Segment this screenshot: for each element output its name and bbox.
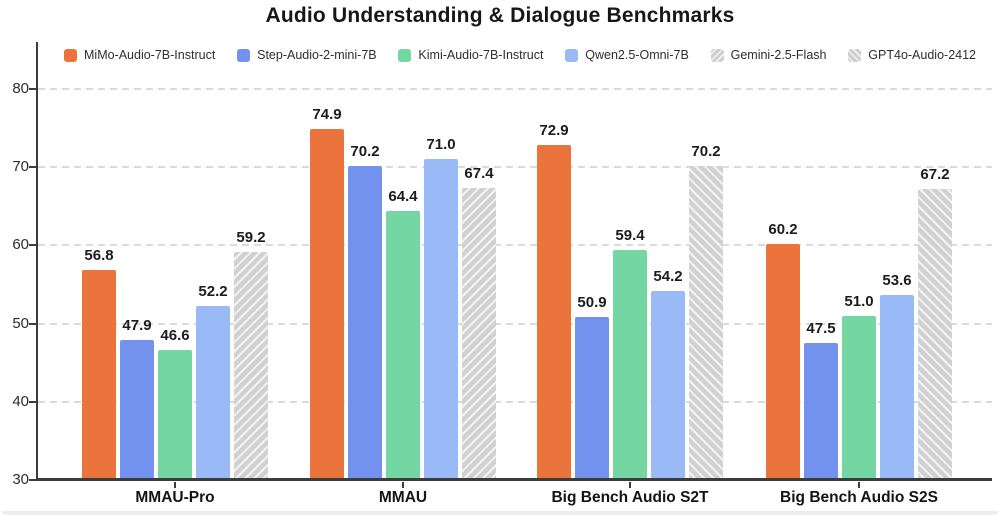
gridline — [38, 400, 992, 403]
y-tick-label: 30 — [12, 471, 29, 488]
bar-value-label: 52.2 — [198, 283, 228, 301]
bar-value-label: 60.2 — [768, 220, 798, 238]
bar — [766, 243, 800, 480]
bar — [918, 189, 952, 480]
y-tick-label: 50 — [12, 314, 29, 332]
legend-swatch — [848, 48, 862, 62]
legend-item: Kimi-Audio-7B-Instruct — [398, 48, 543, 62]
bar-value-label: 71.0 — [426, 136, 456, 154]
bar-value-label: 51.0 — [844, 292, 874, 310]
bar — [613, 250, 647, 480]
window-bottom-edge — [0, 511, 1000, 515]
legend-label: Gemini-2.5-Flash — [730, 48, 827, 62]
bar-value-label: 59.4 — [615, 227, 645, 245]
bar-value-label: 46.6 — [160, 327, 190, 345]
legend-swatch — [710, 48, 724, 62]
bar-value-label: 67.4 — [464, 164, 494, 182]
y-tick — [29, 400, 36, 403]
bar — [880, 295, 914, 480]
bar — [537, 144, 571, 480]
bar — [386, 211, 420, 480]
y-tick — [29, 322, 36, 325]
bar-value-label: 70.2 — [691, 142, 721, 160]
legend-item: GPT4o-Audio-2412 — [848, 48, 976, 62]
x-category-label: Big Bench Audio S2T — [551, 489, 709, 506]
y-tick-label: 80 — [12, 80, 29, 97]
legend-swatch — [565, 48, 579, 62]
bar — [689, 165, 723, 480]
gridline — [38, 88, 992, 90]
bar-value-label: 74.9 — [312, 105, 342, 123]
bar — [234, 251, 268, 480]
bar — [804, 343, 838, 480]
bar — [82, 270, 116, 480]
x-tick — [629, 482, 631, 488]
legend-item: Step-Audio-2-mini-7B — [237, 48, 377, 62]
bar — [842, 315, 876, 480]
bar — [120, 340, 154, 480]
legend-item: Qwen2.5-Omni-7B — [565, 48, 689, 62]
x-category-label: MMAU — [378, 489, 428, 506]
bar-value-label: 56.8 — [84, 247, 114, 265]
bar-value-label: 47.9 — [122, 317, 152, 335]
gridline — [38, 244, 992, 247]
bar — [158, 350, 192, 480]
legend-swatch — [237, 48, 251, 62]
legend-swatch — [398, 48, 412, 62]
y-tick — [29, 88, 36, 90]
legend-label: GPT4o-Audio-2412 — [868, 48, 976, 62]
y-tick — [29, 244, 36, 247]
legend-item: MiMo-Audio-7B-Instruct — [64, 48, 215, 62]
x-tick — [858, 482, 860, 488]
y-tick-label: 70 — [12, 158, 29, 176]
bar — [348, 165, 382, 480]
x-tick — [174, 482, 176, 488]
bar-value-label: 72.9 — [539, 121, 569, 139]
bar-value-label: 67.2 — [920, 166, 950, 184]
legend-swatch — [64, 48, 77, 62]
plot-area: 30 40 50 60 70 80 56.8 47.9 46.6 52.2 59.2 74.9 70.2… — [12, 42, 992, 488]
bar-value-label: 64.4 — [388, 187, 418, 205]
legend: MiMo-Audio-7B-Instruct Step-Audio-2-mini-… — [64, 46, 976, 64]
legend-label: Step-Audio-2-mini-7B — [257, 48, 377, 62]
legend-item: Gemini-2.5-Flash — [710, 48, 827, 62]
gridline — [38, 166, 992, 169]
y-tick — [29, 479, 36, 481]
legend-label: Kimi-Audio-7B-Instruct — [418, 48, 544, 62]
gridline — [38, 322, 992, 325]
legend-label: MiMo-Audio-7B-Instruct — [84, 48, 216, 62]
bar-value-label: 50.9 — [577, 293, 607, 311]
y-tick-label: 60 — [12, 236, 29, 254]
y-tick — [29, 166, 36, 169]
x-category-label: Big Bench Audio S2S — [780, 489, 938, 506]
bar — [575, 316, 609, 480]
legend-label: Qwen2.5-Omni-7B — [585, 48, 689, 62]
chart-title: Audio Understanding & Dialogue Benchmark… — [265, 4, 735, 27]
x-category-label: MMAU-Pro — [135, 489, 215, 506]
bar — [651, 290, 685, 480]
x-axis-line — [36, 478, 992, 481]
bar — [196, 306, 230, 480]
bar-value-label: 54.2 — [653, 267, 683, 285]
y-axis-line — [36, 42, 38, 480]
bar-value-label: 53.6 — [882, 272, 912, 290]
bar — [310, 128, 344, 480]
bar-value-label: 59.2 — [236, 228, 266, 246]
bar-value-label: 47.5 — [806, 320, 836, 338]
bar — [424, 159, 458, 480]
bar — [462, 187, 496, 480]
x-tick — [402, 482, 404, 488]
y-tick-label: 40 — [12, 392, 29, 410]
bar-value-label: 70.2 — [350, 142, 380, 160]
